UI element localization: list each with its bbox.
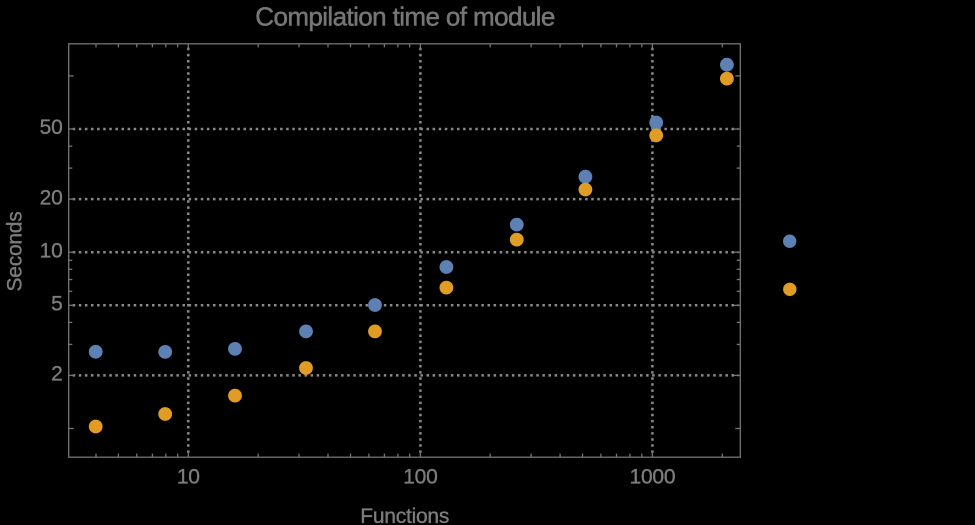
svg-text:10: 10	[40, 239, 63, 262]
svg-text:20: 20	[40, 186, 63, 209]
svg-text:10: 10	[177, 466, 200, 489]
svg-text:5: 5	[51, 293, 62, 316]
svg-text:1000: 1000	[630, 466, 676, 489]
svg-text:Functions: Functions	[360, 505, 449, 525]
svg-text:Compilation time of module: Compilation time of module	[255, 1, 555, 31]
svg-text:100: 100	[403, 466, 437, 489]
svg-text:2: 2	[51, 363, 62, 386]
svg-text:Seconds: Seconds	[3, 212, 26, 292]
svg-text:50: 50	[40, 116, 63, 139]
